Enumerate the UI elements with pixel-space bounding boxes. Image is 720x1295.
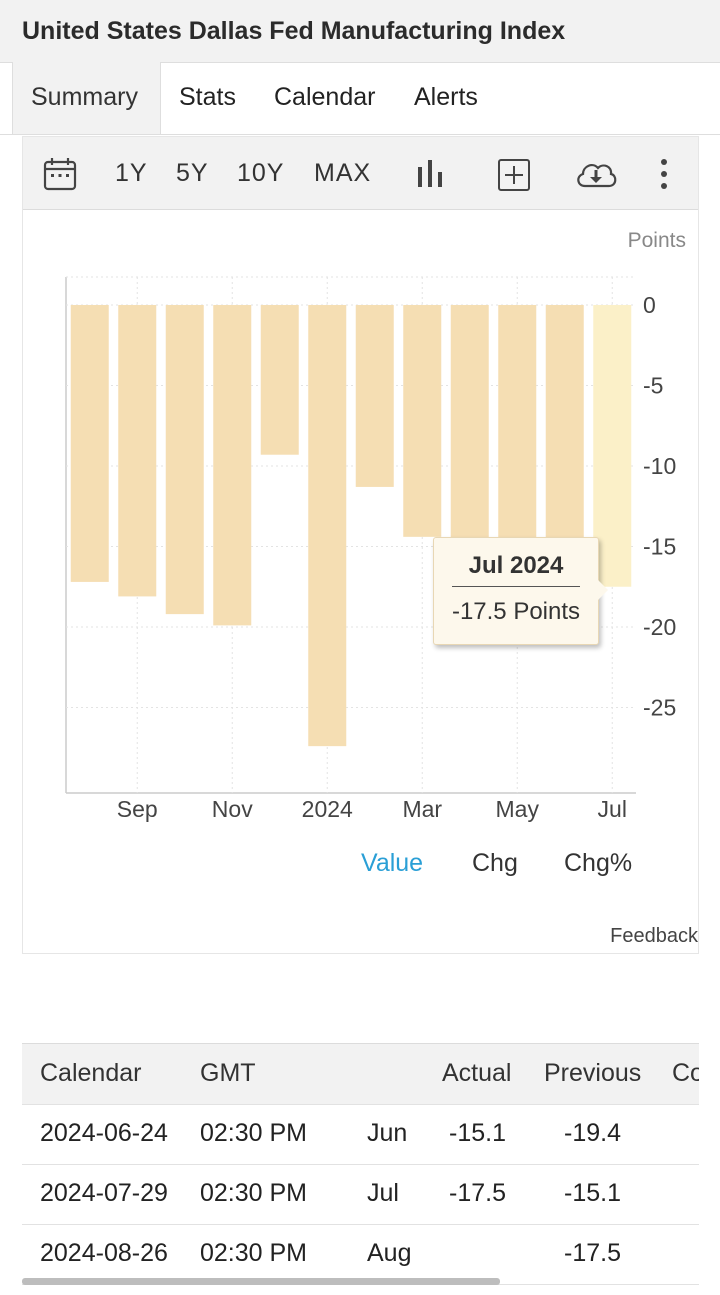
x-tick-label: May: [496, 796, 540, 822]
download-icon[interactable]: [574, 157, 618, 191]
range-max-button[interactable]: MAX: [314, 159, 372, 187]
y-tick-label: -5: [643, 373, 663, 399]
tooltip-divider: [452, 586, 580, 587]
range-10y-button[interactable]: 10Y: [237, 159, 285, 187]
tab-stats[interactable]: Stats: [179, 83, 236, 111]
table-row: 2024-07-29 02:30 PM Jul -17.5 -15.1: [22, 1164, 699, 1225]
chart-toolbar: 1Y 5Y 10Y MAX: [23, 137, 698, 210]
add-icon[interactable]: [497, 157, 531, 191]
table-cell: -17.5: [564, 1239, 621, 1267]
x-tick-label: Jul: [598, 796, 627, 822]
page-header: United States Dallas Fed Manufacturing I…: [0, 0, 720, 63]
bar: [403, 305, 442, 537]
tooltip-date: Jul 2024: [468, 552, 564, 579]
column-header: Co: [672, 1059, 699, 1087]
column-header: GMT: [200, 1059, 256, 1087]
x-tick-label: Sep: [117, 796, 158, 822]
table-cell: -17.5: [449, 1179, 506, 1207]
table-row: 2024-06-24 02:30 PM Jun -15.1 -19.4: [22, 1104, 699, 1165]
x-tick-label: 2024: [302, 796, 353, 822]
column-header: Actual: [442, 1059, 512, 1087]
bar-chart-icon[interactable]: [413, 157, 447, 191]
table-cell: -15.1: [564, 1179, 621, 1207]
more-options-icon[interactable]: [647, 157, 681, 191]
column-header: Calendar: [40, 1059, 142, 1087]
table-cell: -15.1: [449, 1119, 506, 1147]
table-cell: Aug: [367, 1239, 412, 1267]
units-label: Points: [627, 229, 686, 252]
bar: [450, 305, 489, 539]
bar: [260, 305, 299, 455]
range-5y-button[interactable]: 5Y: [176, 159, 209, 187]
tab-calendar[interactable]: Calendar: [274, 83, 376, 111]
y-tick-label: 0: [643, 292, 656, 318]
table-cell: 2024-07-29: [40, 1179, 168, 1207]
legend-chg[interactable]: Chg: [472, 849, 518, 877]
tooltip-pointer: [598, 580, 608, 600]
range-1y-button[interactable]: 1Y: [115, 159, 148, 187]
bar: [355, 305, 394, 487]
calendar-table: Calendar GMT Actual Previous Co 2024-06-…: [22, 1043, 699, 1295]
bar: [545, 305, 584, 549]
table-cell: 02:30 PM: [200, 1179, 308, 1207]
table-cell: 2024-06-24: [40, 1119, 168, 1147]
chart-panel: 1Y 5Y 10Y MAX Points 0 -5 -10 -15 -20 -25 Sep N…: [22, 136, 699, 954]
feedback-link[interactable]: Feedback: [610, 925, 698, 947]
x-tick-label: Mar: [402, 796, 442, 822]
table-cell: 2024-08-26: [40, 1239, 168, 1267]
bar: [70, 305, 109, 582]
legend-chg-percent[interactable]: Chg%: [564, 849, 633, 877]
bar: [308, 305, 347, 747]
y-tick-label: -10: [643, 453, 676, 479]
table-cell: Jun: [367, 1119, 408, 1147]
tab-summary[interactable]: Summary: [12, 62, 161, 134]
y-tick-label: -25: [643, 695, 676, 721]
table-cell: 02:30 PM: [200, 1119, 308, 1147]
chart-tooltip: Jul 2024 -17.5 Points: [433, 537, 608, 645]
y-tick-label: -20: [643, 614, 676, 640]
bar: [213, 305, 252, 626]
bar: [593, 305, 632, 587]
tab-bar: Summary Stats Calendar Alerts: [0, 62, 720, 135]
tab-alerts[interactable]: Alerts: [414, 83, 478, 111]
table-cell: Jul: [367, 1179, 399, 1207]
horizontal-scrollbar[interactable]: [22, 1278, 500, 1285]
table-header-row: Calendar GMT Actual Previous Co: [22, 1044, 699, 1105]
table-row: 2024-08-26 02:30 PM Aug -17.5: [22, 1224, 699, 1285]
y-tick-label: -15: [643, 534, 676, 560]
column-header: Previous: [544, 1059, 642, 1087]
table-cell: -19.4: [564, 1119, 621, 1147]
page-title: United States Dallas Fed Manufacturing I…: [22, 17, 566, 45]
table-cell: 02:30 PM: [200, 1239, 308, 1267]
x-tick-label: Nov: [212, 796, 253, 822]
calendar-icon[interactable]: [43, 157, 77, 191]
legend-value[interactable]: Value: [361, 849, 424, 877]
bar: [165, 305, 204, 615]
bar: [118, 305, 157, 597]
tooltip-value: -17.5 Points: [451, 598, 581, 625]
